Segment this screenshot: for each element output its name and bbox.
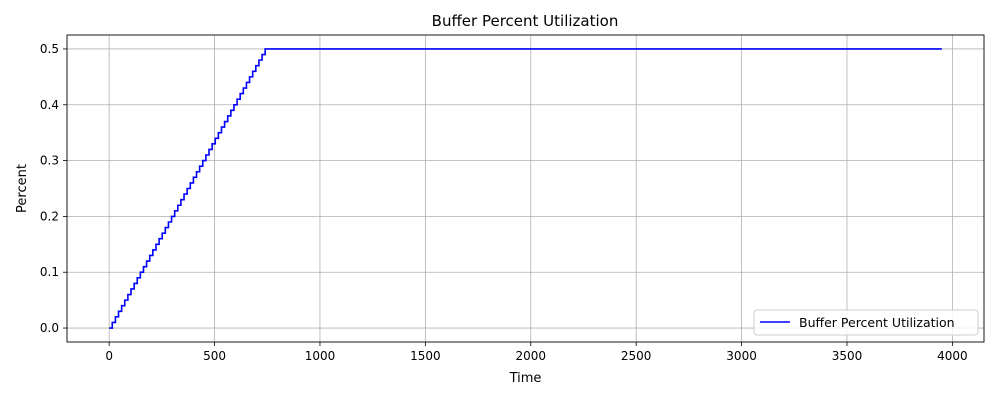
x-axis-label: Time [509,371,542,386]
y-tick-label: 0.1 [40,265,59,279]
x-tick-label: 2000 [515,349,546,363]
series-line [109,48,942,329]
x-tick-label: 2500 [621,349,652,363]
y-tick-label: 0.5 [40,42,59,56]
y-tick-label: 0.3 [40,154,59,168]
x-axis-ticks: 0 500 1000 1500 2000 2500 3000 3500 4000 [105,342,968,363]
y-tick-label: 0.0 [40,321,59,335]
plot-frame [66,34,985,343]
legend-box [753,309,979,336]
legend-label: Buffer Percent Utilization [799,315,955,330]
y-tick-label: 0.2 [40,209,59,223]
y-axis-label: Percent [15,164,30,213]
x-tick-label: 3500 [832,349,863,363]
y-axis-ticks: 0.0 0.1 0.2 0.3 0.4 0.5 [40,42,67,335]
y-tick-label: 0.4 [40,98,59,112]
legend: Buffer Percent Utilization [753,309,979,336]
x-tick-label: 1000 [305,349,336,363]
x-tick-label: 500 [203,349,226,363]
x-tick-label: 3000 [726,349,757,363]
x-tick-label: 0 [105,349,113,363]
series-layer [109,48,942,329]
chart-title: Buffer Percent Utilization [432,12,619,30]
x-tick-label: 1500 [410,349,441,363]
grid-lines [67,35,984,342]
x-tick-label: 4000 [937,349,968,363]
